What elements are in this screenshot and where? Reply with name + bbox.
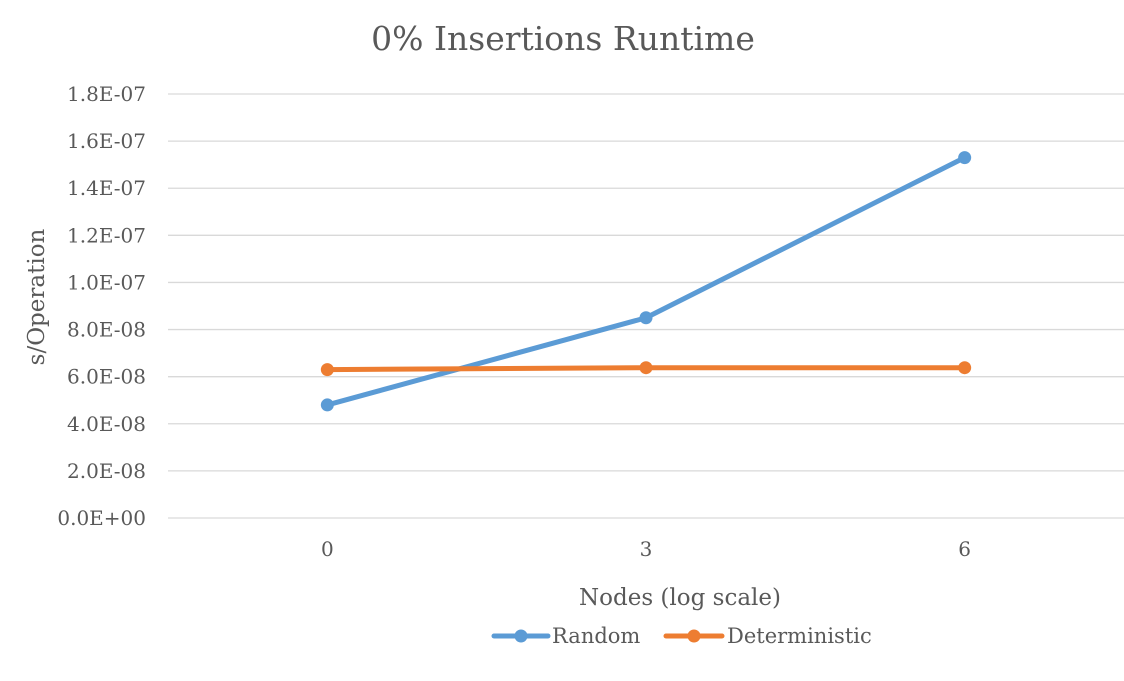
- legend-label: Deterministic: [727, 624, 872, 648]
- data-point-random: [320, 398, 334, 412]
- y-tick-label: 1.8E-07: [67, 82, 146, 106]
- x-tick-label: 3: [640, 537, 653, 561]
- data-point-deterministic: [639, 361, 653, 375]
- legend-label: Random: [552, 624, 640, 648]
- gridlines: [168, 93, 1124, 519]
- data-point-random: [958, 151, 972, 165]
- y-tick-label: 8.0E-08: [67, 318, 146, 342]
- y-tick-label: 1.6E-07: [67, 129, 146, 153]
- legend-swatch-marker: [514, 629, 528, 643]
- y-tick-label: 4.0E-08: [67, 412, 146, 436]
- series-deterministic: [320, 361, 972, 377]
- y-tick-label: 6.0E-08: [67, 365, 146, 389]
- y-tick-label: 1.4E-07: [67, 176, 146, 200]
- y-tick-label: 1.0E-07: [67, 270, 146, 294]
- x-tick-label: 6: [958, 537, 971, 561]
- y-tick-label: 1.2E-07: [67, 223, 146, 247]
- x-axis-tick-labels: 0 3 6: [321, 537, 971, 561]
- data-point-deterministic: [320, 363, 334, 377]
- series-lines: [320, 151, 972, 412]
- legend-swatch-marker: [687, 629, 701, 643]
- data-point-deterministic: [958, 361, 972, 375]
- legend: Random Deterministic: [491, 624, 872, 648]
- y-tick-label: 2.0E-08: [67, 459, 146, 483]
- x-axis-title: Nodes (log scale): [579, 585, 781, 611]
- y-axis-title: s/Operation: [24, 228, 50, 365]
- y-tick-label: 0.0E+00: [57, 506, 146, 530]
- chart-title: 0% Insertions Runtime: [371, 19, 755, 58]
- y-axis-tick-labels: 0.0E+00 2.0E-08 4.0E-08 6.0E-08 8.0E-08 1.0E-…: [57, 82, 146, 530]
- legend-item-random: Random: [491, 624, 640, 648]
- series-random: [320, 151, 972, 412]
- data-point-random: [639, 311, 653, 325]
- legend-item-deterministic: Deterministic: [663, 624, 872, 648]
- x-tick-label: 0: [321, 537, 334, 561]
